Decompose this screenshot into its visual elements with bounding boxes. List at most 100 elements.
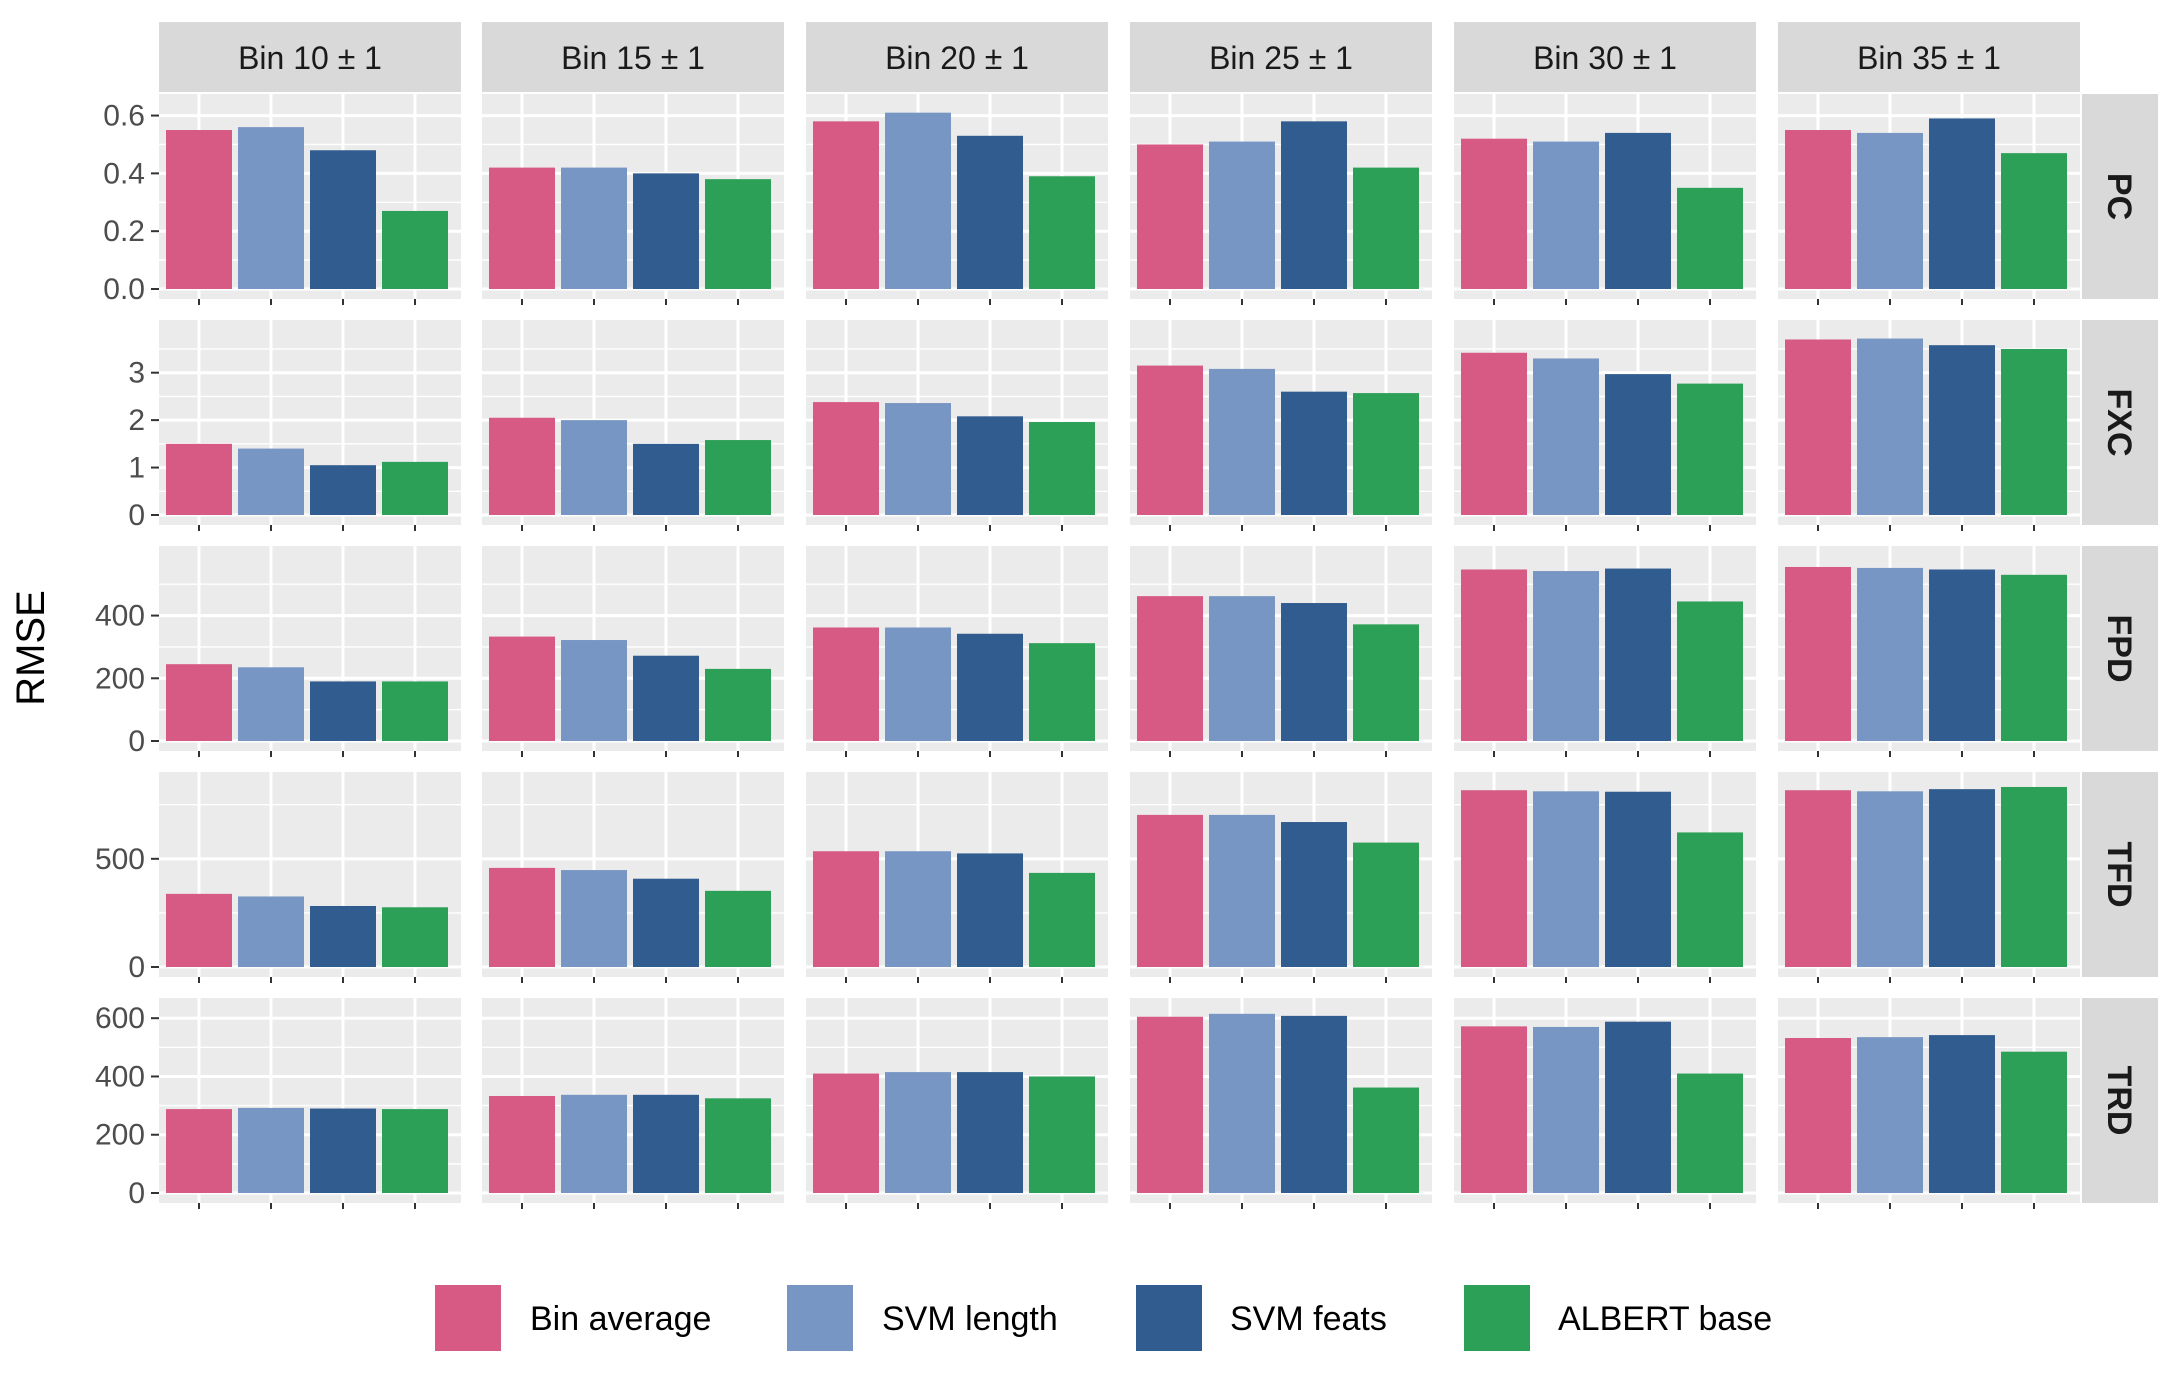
bar [1281,391,1347,515]
bar [489,636,555,741]
y-tick-label: 600 [95,1002,145,1035]
bar [957,1072,1023,1193]
panel [806,998,1108,1209]
bar [705,890,771,967]
bar [1677,832,1743,967]
bar [885,403,951,515]
bar [489,417,555,515]
bar [1533,791,1599,967]
panel [1778,772,2080,983]
bar [1281,603,1347,741]
panel [806,772,1108,983]
y-tick-label: 0.0 [103,273,145,306]
bar [1353,624,1419,741]
bar [813,121,879,289]
panel [1454,546,1756,757]
bar [633,878,699,967]
bar [310,905,376,967]
row-strip-label: FPD [2100,615,2138,683]
bar [1605,1021,1671,1193]
bar [1929,345,1995,515]
bar [166,664,232,741]
bar [1137,365,1203,515]
bar [382,461,448,515]
y-tick-label: 0 [128,499,145,532]
bar [1461,569,1527,741]
bar [1353,167,1419,289]
panel [1778,94,2080,305]
bar [2001,574,2067,741]
bar [1785,1038,1851,1193]
bar [1533,141,1599,289]
bar [633,655,699,741]
bar [1209,814,1275,967]
y-tick-label: 0 [128,951,145,984]
bar [238,1107,304,1193]
bar [310,1108,376,1193]
bar [1353,842,1419,967]
bar [885,851,951,967]
bar [705,668,771,741]
y-tick-label: 200 [95,662,145,695]
column-strip-bg [482,22,784,92]
legend-swatch [787,1285,853,1351]
y-tick-label: 0 [128,725,145,758]
bar [1677,601,1743,741]
panel [159,998,461,1209]
legend-label: SVM feats [1230,1300,1387,1338]
bar [1857,1037,1923,1193]
bar [1677,187,1743,289]
row-strip-label: PC [2100,173,2138,220]
bar [1137,144,1203,289]
bar [813,402,879,515]
bar [1029,176,1095,289]
bar [1605,568,1671,741]
bar [1029,1076,1095,1193]
panel [806,320,1108,531]
column-strip-label: Bin 25 ± 1 [1209,40,1353,76]
column-strip-label: Bin 20 ± 1 [885,40,1029,76]
bar [1785,566,1851,741]
legend-swatch [1464,1285,1530,1351]
panel [1130,94,1432,305]
row-strip-label: TFD [2100,841,2138,907]
column-strip-bg [1454,22,1756,92]
bar [1353,393,1419,515]
bar [310,465,376,515]
bar [705,179,771,289]
bar [166,443,232,515]
row-strip-bg [2082,94,2158,299]
legend-swatch [1136,1285,1202,1351]
y-tick-label: 500 [95,843,145,876]
bar [1929,569,1995,741]
bar [382,1109,448,1193]
panel [1454,94,1756,305]
bar [238,667,304,741]
y-tick-label: 0.6 [103,100,145,133]
bar [1137,814,1203,967]
bar [238,896,304,967]
y-tick-label: 1 [128,452,145,485]
panel [1778,546,2080,757]
bar [633,173,699,289]
bar [1461,352,1527,515]
bar [705,440,771,515]
row-strip-label: FXC [2100,389,2138,457]
bar [1857,132,1923,289]
bar [561,420,627,515]
bar [1605,374,1671,515]
bar [489,167,555,289]
y-tick-label: 0.2 [103,215,145,248]
bar [1029,422,1095,515]
y-axes: 0.0 0.2 0.4 0.6 0 1 2 3 0 200 400 0 500 0 200 400 600 [95,100,159,1210]
bar [1605,791,1671,967]
bar [633,443,699,515]
panel [482,772,784,983]
bar [1353,1087,1419,1193]
bar [166,130,232,289]
bar [705,1098,771,1193]
row-strips: PC FXC FPD TFD TRD [2082,94,2158,1203]
panel [159,320,461,531]
bar [1461,1026,1527,1193]
